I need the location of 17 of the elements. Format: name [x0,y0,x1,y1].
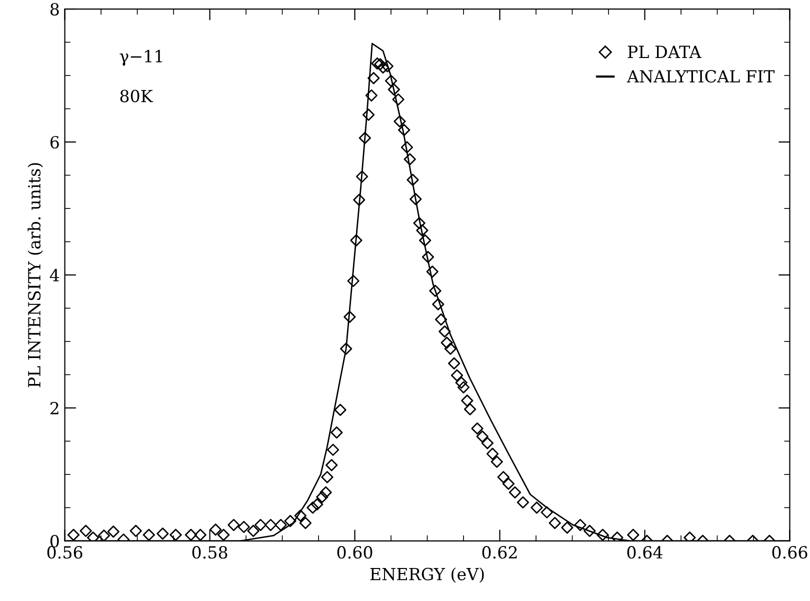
x-tick-label: 0.56 [47,546,82,559]
x-tick-label: 0.66 [772,546,808,559]
annotation: γ−11 [120,50,162,66]
x-tick-label: 0.62 [482,546,517,559]
x-tick-label: 0.64 [627,546,662,559]
y-tick-label: 0 [50,534,59,548]
y-tick-label: 6 [50,136,59,149]
annotation: 80K [120,90,154,102]
y-axis-title: PL INTENSITY (arb. units) [28,163,43,388]
y-tick-label: 2 [50,402,58,414]
y-tick-label: 4 [50,268,60,282]
y-tick-label: 8 [50,2,59,16]
x-axis-title: ENERGY (eV) [370,567,484,583]
x-tick-label: 0.60 [337,546,372,559]
legend-label: ANALYTICAL FIT [626,70,775,83]
x-tick-label: 0.58 [192,546,228,559]
legend-label: PL DATA [628,46,702,58]
